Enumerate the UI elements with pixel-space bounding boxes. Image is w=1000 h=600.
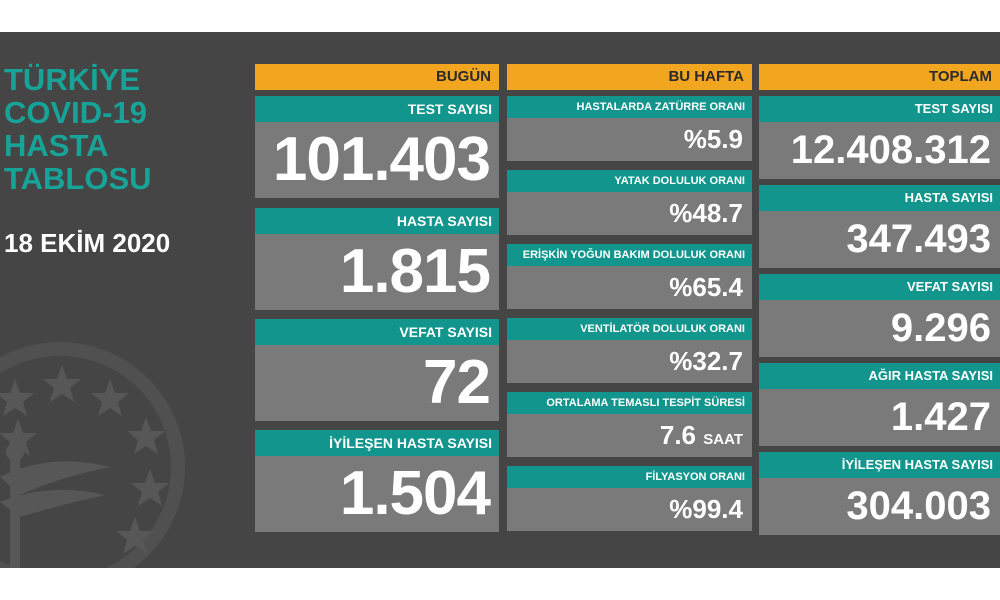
today-death-card: VEFAT SAYISI 72 <box>255 319 499 421</box>
card-value: 9.296 <box>759 300 1000 357</box>
total-critical-card: AĞIR HASTA SAYISI 1.427 <box>759 363 1000 446</box>
week-pneumonia-card: HASTALARDA ZATÜRRE ORANI %5.9 <box>507 96 752 161</box>
card-value: 72 <box>255 345 499 421</box>
card-label: YATAK DOLULUK ORANI <box>507 170 752 192</box>
card-value: %32.7 <box>507 340 752 383</box>
card-label: HASTA SAYISI <box>759 185 1000 211</box>
card-label: FİLYASYON ORANI <box>507 466 752 488</box>
card-label: İYİLEŞEN HASTA SAYISI <box>759 452 1000 478</box>
card-label: HASTALARDA ZATÜRRE ORANI <box>507 96 752 118</box>
total-case-card: HASTA SAYISI 347.493 <box>759 185 1000 268</box>
week-ventilator-card: VENTİLATÖR DOLULUK ORANI %32.7 <box>507 318 752 383</box>
today-recovered-card: İYİLEŞEN HASTA SAYISI 1.504 <box>255 430 499 532</box>
card-value: 1.504 <box>255 456 499 532</box>
total-recovered-card: İYİLEŞEN HASTA SAYISI 304.003 <box>759 452 1000 535</box>
card-label: TEST SAYISI <box>255 96 499 122</box>
week-filiation-card: FİLYASYON ORANI %99.4 <box>507 466 752 531</box>
title-line: TABLOSU <box>4 161 152 196</box>
column-header-total: TOPLAM <box>759 64 1000 90</box>
title-line: HASTA <box>4 128 109 163</box>
week-bed-occupancy-card: YATAK DOLULUK ORANI %48.7 <box>507 170 752 235</box>
card-value: %65.4 <box>507 266 752 309</box>
card-value: 1.427 <box>759 389 1000 446</box>
card-value: 1.815 <box>255 234 499 310</box>
card-value: %48.7 <box>507 192 752 235</box>
title-line: COVID-19 <box>4 95 147 130</box>
value-number: %99.4 <box>669 494 743 524</box>
card-value: 347.493 <box>759 211 1000 268</box>
card-value: 304.003 <box>759 478 1000 535</box>
total-death-card: VEFAT SAYISI 9.296 <box>759 274 1000 357</box>
card-label: AĞIR HASTA SAYISI <box>759 363 1000 389</box>
dashboard-board: TÜRKİYE COVID-19 HASTA TABLOSU 18 EKİM 2… <box>0 32 1000 568</box>
card-value: %99.4 <box>507 488 752 531</box>
column-header-today: BUGÜN <box>255 64 499 90</box>
today-case-card: HASTA SAYISI 1.815 <box>255 208 499 310</box>
card-label: VENTİLATÖR DOLULUK ORANI <box>507 318 752 340</box>
card-label: TEST SAYISI <box>759 96 1000 122</box>
report-date: 18 EKİM 2020 <box>4 228 171 258</box>
week-contact-time-card: ORTALAMA TEMASLI TESPİT SÜRESİ 7.6 SAAT <box>507 392 752 457</box>
value-number: %5.9 <box>683 124 743 154</box>
value-number: %65.4 <box>669 272 743 302</box>
title-line: TÜRKİYE <box>4 62 141 97</box>
card-label: İYİLEŞEN HASTA SAYISI <box>255 430 499 456</box>
value-unit: SAAT <box>703 431 743 448</box>
value-number: 7.6 <box>659 420 697 450</box>
card-value: 101.403 <box>255 122 499 198</box>
card-label: VEFAT SAYISI <box>255 319 499 345</box>
card-value: %5.9 <box>507 118 752 161</box>
ministry-emblem-icon <box>0 342 185 568</box>
card-value: 12.408.312 <box>759 122 1000 179</box>
card-label: ERİŞKİN YOĞUN BAKIM DOLULUK ORANI <box>507 244 752 266</box>
week-icu-occupancy-card: ERİŞKİN YOĞUN BAKIM DOLULUK ORANI %65.4 <box>507 244 752 309</box>
card-label: HASTA SAYISI <box>255 208 499 234</box>
value-number: %48.7 <box>669 198 743 228</box>
today-test-card: TEST SAYISI 101.403 <box>255 96 499 198</box>
card-label: ORTALAMA TEMASLI TESPİT SÜRESİ <box>507 392 752 414</box>
value-number: %32.7 <box>669 346 743 376</box>
column-header-week: BU HAFTA <box>507 64 752 90</box>
total-test-card: TEST SAYISI 12.408.312 <box>759 96 1000 179</box>
card-label: VEFAT SAYISI <box>759 274 1000 300</box>
card-value: 7.6 SAAT <box>507 414 752 457</box>
dashboard-title: TÜRKİYE COVID-19 HASTA TABLOSU <box>4 63 152 195</box>
